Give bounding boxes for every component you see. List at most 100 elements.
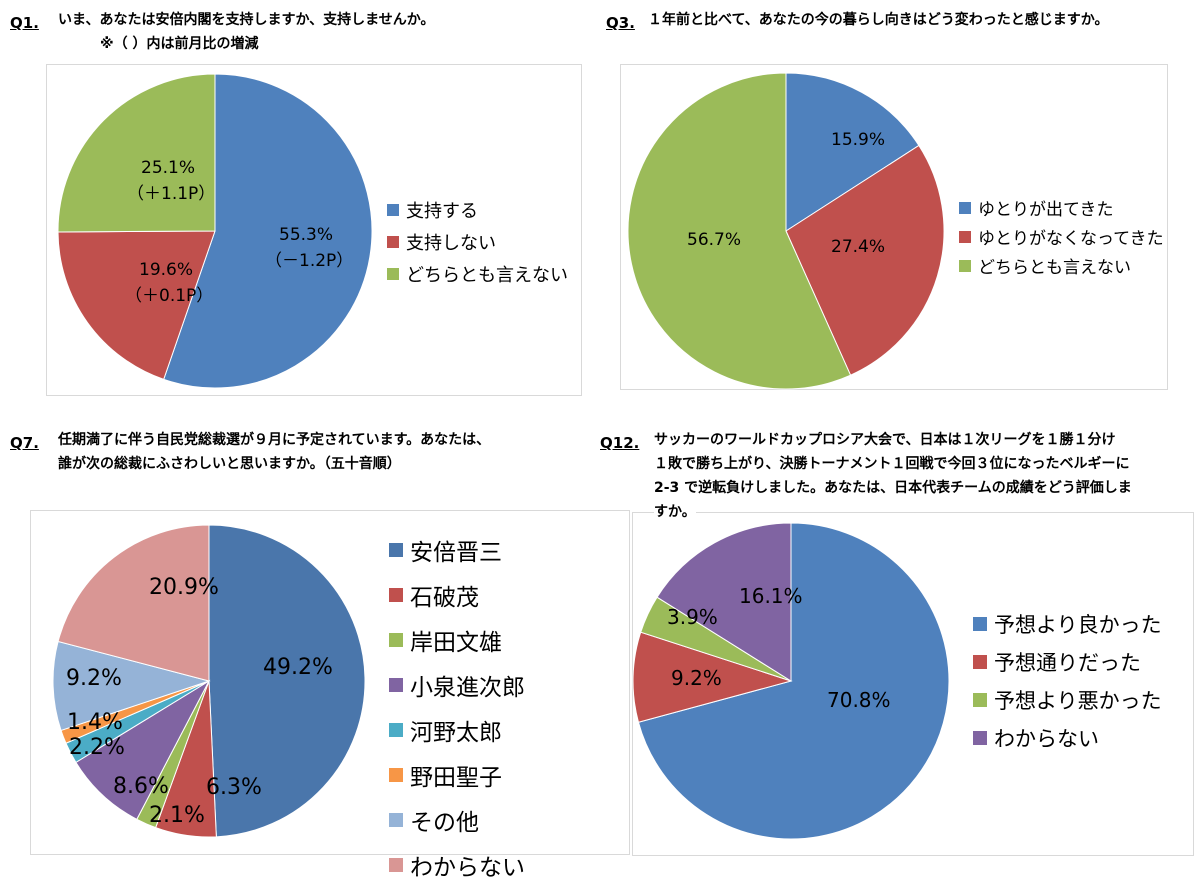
q12-legend-label-3: わからない [994, 727, 1099, 751]
q7-legend-swatch-2 [389, 633, 403, 647]
q7-slice-3 [75, 679, 211, 820]
q12-number: Q12. [600, 434, 640, 452]
q12-value-label-1: 9.2% [671, 666, 722, 690]
q7-legend-label-7: わからない [410, 855, 525, 881]
q3-value-label-2: 56.7% [687, 230, 741, 250]
q1-legend-item-2: どちらとも言えない [387, 261, 568, 287]
q7-pie-chart: 49.2% 6.3%2.1% 8.6% 2.2%1.4% 9.2% 20.9% [52, 524, 366, 838]
q7-legend-item-3: 小泉進次郎 [389, 668, 525, 702]
q12-legend: 予想より良かった 予想通りだった 予想より悪かった わからない [973, 609, 1162, 761]
q12-legend-label-1: 予想通りだった [994, 651, 1141, 675]
q1-pie-chart: 55.3% （－1.2P） 19.6% （＋0.1P） 25.1% （＋1.1P） [57, 73, 373, 389]
q3-legend-item-2: どちらとも言えない [959, 253, 1164, 278]
q7-legend-item-2: 岸田文雄 [389, 623, 525, 657]
q7-value-label-0: 49.2% [263, 655, 333, 680]
q7-value-label-1: 6.3% [206, 775, 262, 800]
q1-legend-label-2: どちらとも言えない [406, 265, 568, 286]
q12-legend-item-2: 予想より悪かった [973, 685, 1162, 715]
q1-change-label-1: （＋0.1P） [125, 286, 213, 306]
q7-chart-frame: 49.2% 6.3% 2.1% 8.6% 2.2% 1.4% 9.2% 20.9% 安倍晋三石… [30, 510, 630, 881]
q7-value-label-5: 1.4% [67, 710, 123, 735]
q7-legend-item-0: 安倍晋三 [389, 533, 525, 567]
q7-value-label-4: 2.2% [69, 735, 125, 760]
q7-legend-swatch-0 [389, 543, 403, 557]
q12-pie-chart: 70.8% 9.2% 3.9% 16.1% [632, 522, 950, 840]
q12-legend-item-0: 予想より良かった [973, 609, 1162, 639]
q3-slice-1 [785, 144, 945, 376]
q1-legend-label-0: 支持する [406, 201, 478, 222]
q1-slice-0 [163, 73, 373, 389]
q7-legend: 安倍晋三石破茂岸田文雄小泉進次郎河野太郎野田聖子その他わからない [389, 533, 525, 893]
q1-legend-swatch-1 [387, 236, 399, 248]
q1-title: いま、あなたは安倍内閣を支持しますか、支持しませんか。 [58, 12, 435, 28]
q12-chart-frame: 70.8% 9.2% 3.9% 16.1% 予想より良かった 予想通りだった 予想より悪か… [632, 512, 1194, 856]
q1-slice-1 [57, 230, 216, 381]
q12-legend-label-0: 予想より良かった [994, 613, 1162, 637]
q3-chart-frame: 15.9% 27.4% 56.7% ゆとりが出てきたゆとりがなくなってきた どちらとも… [620, 64, 1168, 390]
q7-title-line1: 任期満了に伴う自民党総裁選が９月に予定されています。あなたは、 [58, 432, 491, 448]
q7-legend-label-5: 野田聖子 [410, 765, 502, 791]
q1-value-label-1: 19.6% [139, 260, 193, 280]
q7-value-label-6: 9.2% [66, 666, 122, 691]
q3-legend-swatch-2 [959, 259, 971, 272]
q3-number: Q3. [606, 14, 635, 32]
q7-legend-label-0: 安倍晋三 [410, 540, 502, 566]
q1-legend: 支持する支持しないどちらとも言えない [387, 197, 568, 293]
q3-legend-label-1: ゆとりがなくなってきた [978, 229, 1164, 249]
q1-value-label-2: 25.1% [141, 158, 195, 178]
q7-title-line2: 誰が次の総裁にふさわしいと思いますか。（五十音順） [58, 456, 401, 472]
q1-change-label-2: （＋1.1P） [127, 184, 215, 204]
q1-change-label-0: （－1.2P） [265, 251, 353, 271]
q7-legend-swatch-4 [389, 723, 403, 737]
q12-title-line1: サッカーのワールドカップロシア大会で、日本は１次リーグを１勝１分け [654, 432, 1116, 448]
q3-legend-swatch-1 [959, 230, 971, 243]
q12-legend-item-3: わからない [973, 723, 1162, 753]
q12-slice-3 [656, 522, 792, 682]
q12-title-line2: １敗で勝ち上がり、決勝トーナメント１回戦で今回３位になったベルギーに [654, 456, 1130, 472]
q7-legend-label-4: 河野太郎 [410, 720, 502, 746]
q7-legend-swatch-5 [389, 768, 403, 782]
q12-legend-swatch-3 [973, 731, 987, 745]
q7-number: Q7. [10, 434, 39, 452]
q12-legend-swatch-0 [973, 617, 987, 631]
q1-legend-item-1: 支持しない [387, 229, 568, 255]
q7-value-label-2: 2.1% [149, 803, 205, 828]
q7-value-label-7: 20.9% [149, 575, 219, 600]
q1-value-label-0: 55.3% [279, 225, 333, 245]
q3-slice-2 [627, 72, 852, 390]
q12-value-label-2: 3.9% [667, 605, 718, 629]
q7-legend-item-7: わからない [389, 848, 525, 882]
q7-legend-item-1: 石破茂 [389, 578, 525, 612]
q7-legend-swatch-6 [389, 813, 403, 827]
q7-slice-7 [57, 524, 210, 682]
q7-legend-swatch-1 [389, 588, 403, 602]
q3-value-label-1: 27.4% [831, 237, 885, 257]
q7-value-label-3: 8.6% [113, 774, 169, 799]
q3-legend-swatch-0 [959, 201, 971, 214]
q7-legend-item-5: 野田聖子 [389, 758, 525, 792]
q7-slice-6 [52, 640, 211, 732]
q7-legend-label-1: 石破茂 [410, 585, 479, 611]
q7-legend-label-6: その他 [410, 810, 479, 836]
q7-legend-item-4: 河野太郎 [389, 713, 525, 747]
q1-number: Q1. [10, 14, 39, 32]
q12-legend-swatch-1 [973, 655, 987, 669]
q3-legend-item-1: ゆとりがなくなってきた [959, 224, 1164, 249]
q3-legend-label-2: どちらとも言えない [978, 258, 1131, 278]
q7-legend-label-2: 岸田文雄 [410, 630, 502, 656]
q3-title: １年前と比べて、あなたの今の暮らし向きはどう変わったと感じますか。 [648, 12, 1109, 28]
q12-title-line4: すか。 [654, 500, 696, 524]
q12-slice-0 [637, 522, 950, 840]
q3-value-label-0: 15.9% [831, 130, 885, 150]
q12-legend-label-2: 予想より悪かった [994, 689, 1162, 713]
q12-value-label-3: 16.1% [739, 584, 803, 608]
q1-subtitle: ※（ ）内は前月比の増減 [100, 36, 259, 52]
q1-legend-swatch-2 [387, 268, 399, 280]
q3-legend-item-0: ゆとりが出てきた [959, 195, 1164, 220]
q7-legend-label-3: 小泉進次郎 [410, 675, 525, 701]
q12-slice-1 [632, 631, 793, 723]
q3-legend-label-0: ゆとりが出てきた [978, 200, 1114, 220]
q12-legend-item-1: 予想通りだった [973, 647, 1162, 677]
q7-legend-swatch-3 [389, 678, 403, 692]
q1-slice-2 [57, 73, 216, 233]
